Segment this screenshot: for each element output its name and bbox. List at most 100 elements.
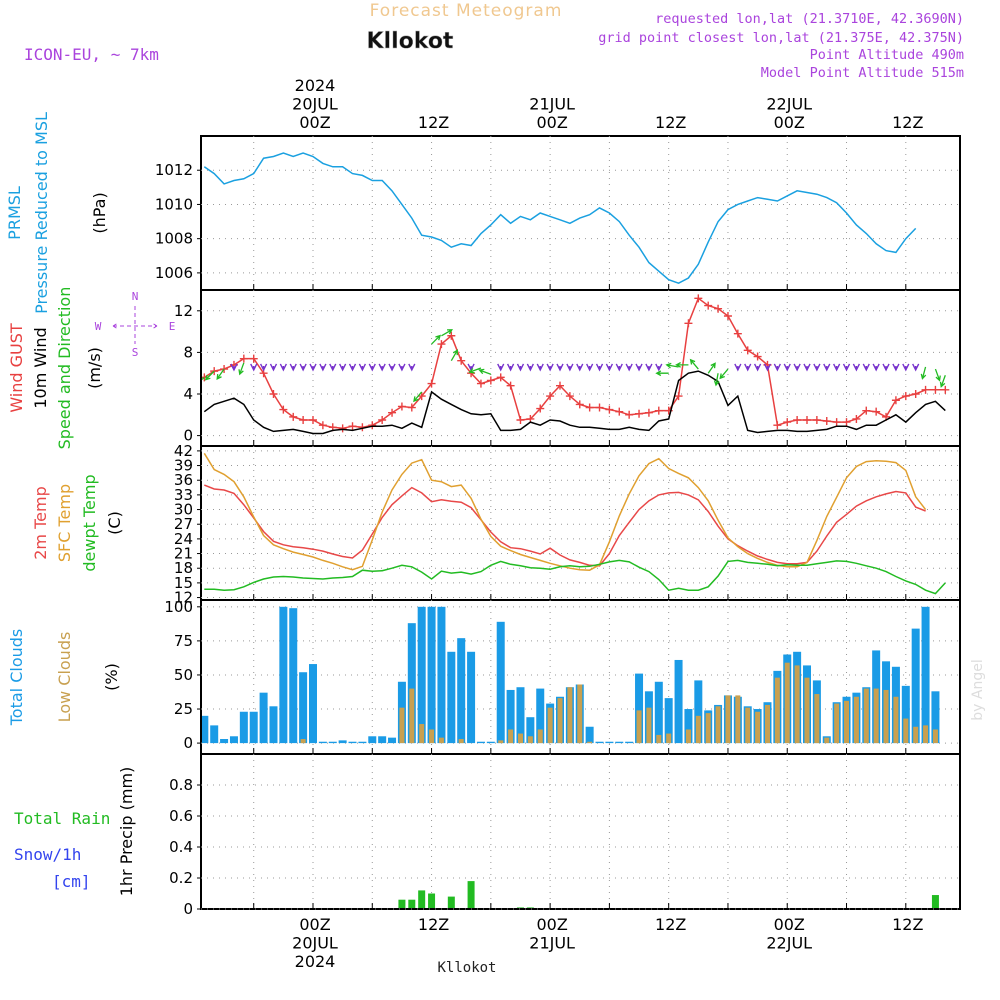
total-clouds-bar (625, 741, 634, 744)
low-clouds-bar (636, 710, 642, 744)
low-clouds-bar (814, 694, 820, 744)
gust-point (615, 407, 624, 416)
total-clouds-bar (664, 698, 673, 744)
total-clouds-bar (328, 741, 337, 744)
low-clouds-bar (557, 698, 563, 744)
bottom-time-label: 12Z (655, 915, 686, 934)
bottom-time-label: 12Z (418, 915, 449, 934)
low-clouds-bar (666, 733, 672, 744)
gust-point (427, 379, 436, 388)
wind-direction-arrow (934, 368, 941, 382)
gust-point (773, 421, 782, 430)
total-clouds-bar (348, 741, 357, 744)
y-tick-label: 24 (174, 530, 193, 548)
gust-point (931, 385, 940, 394)
total-clouds-bar (585, 726, 594, 744)
rain-bar (398, 899, 406, 908)
y-tick-label: 0.6 (169, 807, 193, 825)
wind-barb-arrow (655, 363, 663, 372)
y-axis-label: dewpt Temp (80, 474, 99, 571)
low-clouds-bar (458, 739, 464, 744)
total-clouds-bar (388, 737, 397, 744)
bottom-time-label: 20JUL (292, 934, 338, 953)
gust-point (506, 381, 515, 390)
bottom-time-label: 22JUL (766, 934, 812, 953)
wind-barb-arrow (763, 363, 772, 372)
gust-point (575, 400, 584, 409)
gust-point (407, 403, 416, 412)
top-time-label: 12Z (892, 113, 923, 132)
total-clouds-bar (457, 638, 466, 744)
wind-direction-arrow (939, 375, 946, 388)
y-tick-label: 15 (174, 574, 193, 592)
bottom-time-label: 12Z (892, 915, 923, 934)
wind-barb-arrow (813, 363, 821, 372)
panel-data (203, 452, 946, 595)
gust-point (635, 409, 644, 418)
total-clouds-bar (684, 709, 693, 744)
low-clouds-bar (705, 713, 711, 744)
low-clouds-bar (300, 739, 306, 744)
gust-point (249, 354, 258, 363)
y-tick-label: 25 (174, 700, 193, 718)
rain-bar (526, 907, 534, 908)
panel-data (202, 606, 940, 744)
low-clouds-bar (774, 677, 780, 744)
gust-point (714, 304, 723, 313)
y-axis-label: (hPa) (90, 192, 109, 233)
rain-bar (428, 893, 436, 908)
wind-barb-arrow (497, 363, 505, 372)
low-clouds-bar (577, 684, 583, 744)
gust-point (536, 404, 545, 413)
wind-barb-arrow (902, 363, 910, 372)
y-tick-label: 42 (174, 442, 193, 460)
model-altitude: Model Point Altitude 515m (761, 65, 964, 81)
low-clouds-bar (646, 707, 652, 744)
total-clouds-bar (289, 608, 298, 744)
rain-bar (516, 907, 524, 908)
point-altitude: Point Altitude 490m (810, 47, 964, 63)
top-time-label: 00Z (536, 113, 567, 132)
low-clouds-bar (755, 711, 761, 744)
gust-point (565, 392, 574, 401)
bottom-time-label: 2024 (295, 952, 336, 971)
y-axis-label: SFC Temp (55, 484, 74, 562)
y-axis-label: 2m Temp (31, 486, 50, 560)
footer-location: Kllokot (437, 960, 496, 976)
wind-barb-arrow (862, 363, 870, 372)
top-time-label: 00Z (774, 113, 805, 132)
wind-direction-arrow (719, 368, 729, 380)
wind-direction-arrow (204, 370, 215, 381)
low-clouds-bar (537, 729, 543, 744)
wind-barb-arrow (833, 363, 841, 372)
model-name: ICON-EU, ~ 7km (24, 45, 159, 64)
wind-barb-arrow (744, 363, 752, 372)
precip-unit-label: [cm] (52, 872, 91, 891)
wind-barb-arrow (823, 363, 831, 372)
panel-wind: 0 4 8 12 Wind GUST 10m Wind Speed and Directio… (7, 287, 961, 449)
total-clouds-bar (358, 741, 367, 744)
wind-direction-arrow (202, 376, 205, 381)
wind-barb-arrow (595, 363, 604, 372)
requested-coords: requested lon,lat (21.3710E, 42.3690N) (655, 11, 964, 27)
gust-point (338, 424, 347, 433)
wind-barb-arrow (516, 363, 525, 372)
wind-barb-arrow (842, 363, 851, 372)
wind-barb-arrow (586, 363, 594, 372)
y-axis-label: (%) (102, 663, 121, 691)
y-tick-label: 21 (174, 545, 193, 563)
gust-point (397, 402, 406, 411)
gust-point (803, 416, 811, 424)
total-clouds-bar (202, 715, 209, 744)
low-clouds-bar (844, 700, 850, 744)
y-tick-label: 1012 (155, 161, 193, 179)
gust-point (348, 422, 357, 431)
gust-point (783, 418, 792, 427)
gust-point (605, 405, 614, 414)
low-clouds-bar (863, 688, 869, 744)
wind-direction-arrow (655, 370, 669, 377)
wind-barb-arrow (269, 363, 278, 372)
y-tick-label: 0 (183, 900, 193, 918)
compass-lines (112, 306, 158, 344)
